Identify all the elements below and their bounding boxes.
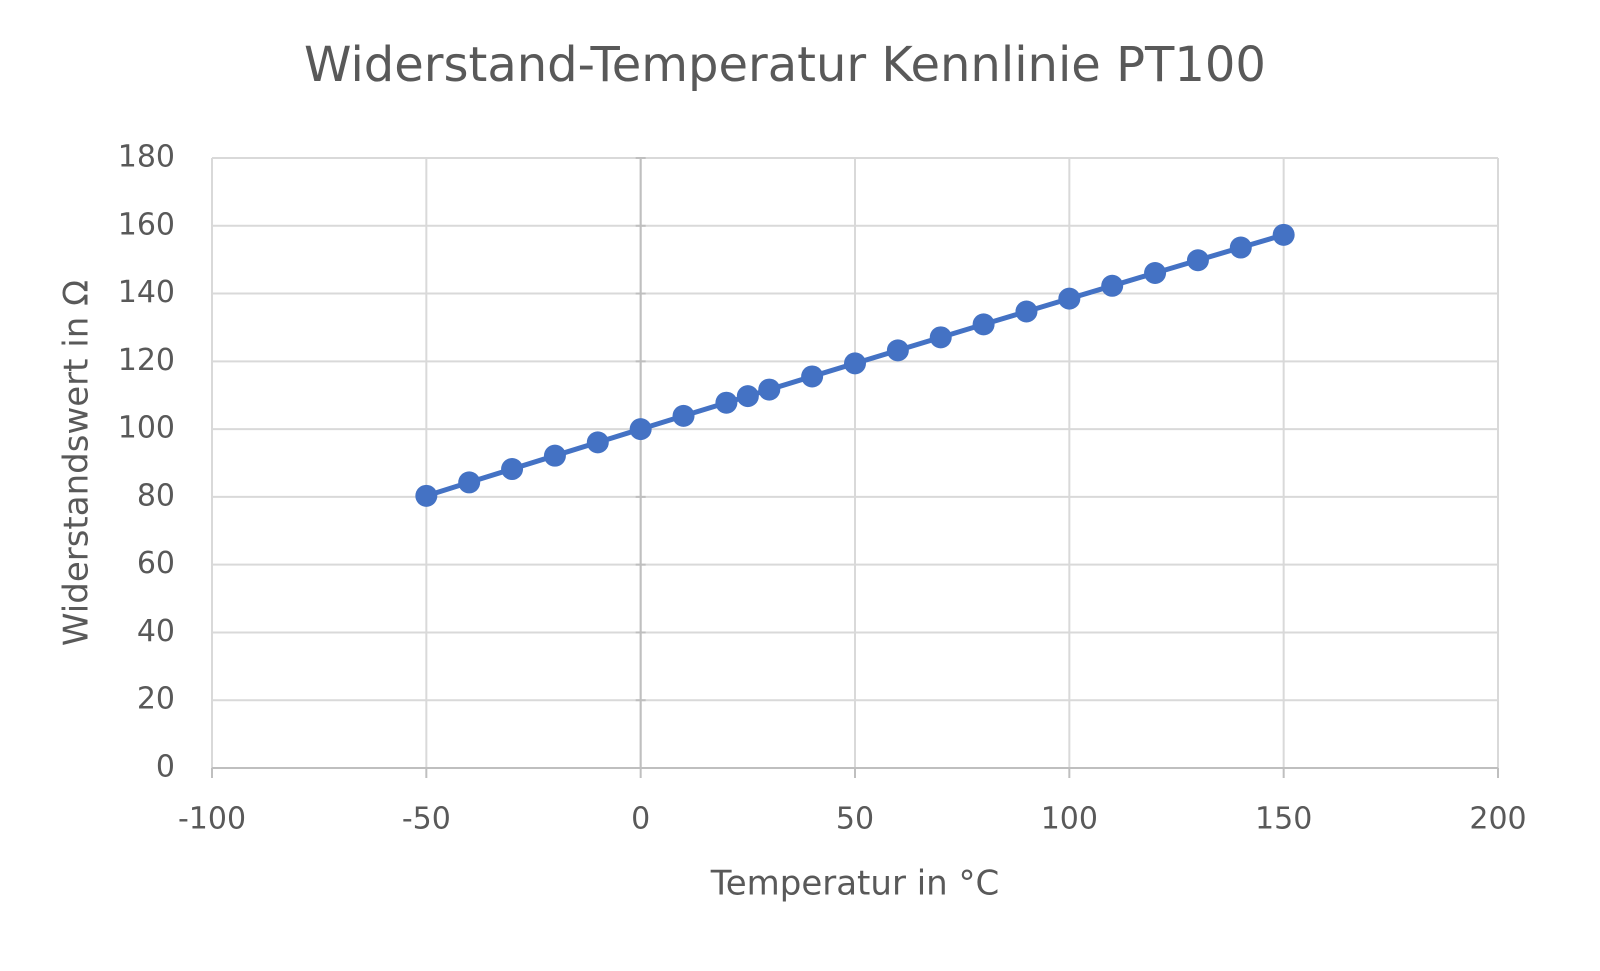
data-point bbox=[736, 385, 759, 408]
y-axis-title: Widerstandswert in Ω bbox=[57, 280, 97, 646]
data-point bbox=[1144, 261, 1167, 284]
y-tick-label: 0 bbox=[156, 750, 175, 785]
y-tick-label: 120 bbox=[118, 343, 175, 378]
data-point bbox=[801, 365, 824, 388]
x-tick-label: -50 bbox=[402, 802, 451, 837]
y-tick-label: 100 bbox=[118, 411, 175, 446]
data-point bbox=[715, 391, 738, 414]
x-axis-title: Temperatur in °C bbox=[710, 864, 1000, 904]
data-point bbox=[1058, 287, 1081, 310]
series-line bbox=[425, 232, 1285, 499]
y-tick-label: 140 bbox=[118, 275, 175, 310]
x-tick-label: 50 bbox=[836, 802, 874, 837]
data-point bbox=[929, 326, 952, 349]
data-point bbox=[1272, 223, 1295, 246]
y-tick-label: 80 bbox=[137, 478, 175, 513]
data-point bbox=[415, 484, 438, 507]
data-point bbox=[458, 471, 481, 494]
data-point bbox=[672, 404, 695, 427]
x-tick-label: 200 bbox=[1469, 802, 1526, 837]
x-tick-label: 0 bbox=[631, 802, 650, 837]
x-tick-label: -100 bbox=[178, 802, 246, 837]
data-point bbox=[1101, 274, 1124, 297]
data-point bbox=[1015, 300, 1038, 323]
y-tick-label: 40 bbox=[137, 614, 175, 649]
data-point bbox=[844, 352, 866, 375]
x-tick-label: 150 bbox=[1255, 802, 1312, 837]
y-tick-label: 20 bbox=[137, 682, 175, 717]
data-point bbox=[1186, 249, 1209, 272]
data-point bbox=[543, 444, 566, 467]
y-tick-label: 60 bbox=[137, 546, 175, 581]
x-tick-label: 100 bbox=[1041, 802, 1098, 837]
data-point bbox=[586, 431, 609, 454]
data-point bbox=[886, 339, 909, 362]
data-point bbox=[629, 418, 652, 441]
chart-title: Widerstand-Temperatur Kennlinie PT100 bbox=[304, 37, 1266, 93]
data-point bbox=[1229, 236, 1252, 259]
y-tick-label: 180 bbox=[118, 140, 175, 175]
data-point bbox=[501, 458, 524, 481]
data-point bbox=[758, 378, 781, 401]
y-tick-label: 160 bbox=[118, 207, 175, 242]
data-point bbox=[972, 313, 995, 336]
